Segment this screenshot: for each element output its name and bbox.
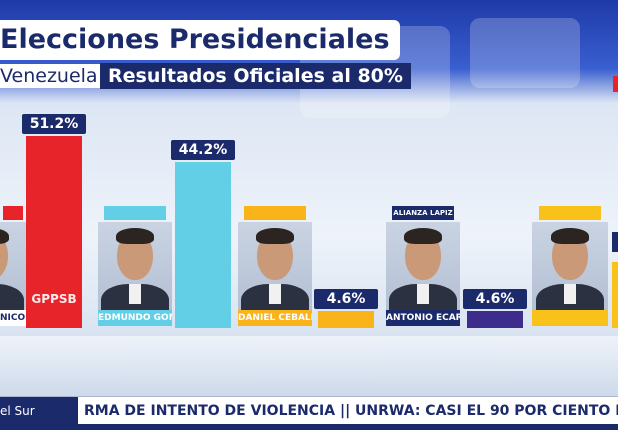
bar: LAPIZ xyxy=(467,296,523,328)
candidate-name xyxy=(532,310,608,326)
data-label: 51.2% xyxy=(22,114,86,135)
background-shape xyxy=(470,18,580,88)
candidate-face xyxy=(0,232,8,280)
party-tag xyxy=(3,206,23,220)
candidate-photo xyxy=(238,222,312,310)
data-label: 44.2% xyxy=(171,140,235,161)
bar xyxy=(175,162,231,328)
party-tag xyxy=(539,206,601,220)
candidate-name: EDMUNDO GONZÁLEZ xyxy=(98,310,172,326)
candidate-hair xyxy=(551,228,589,244)
party-tag xyxy=(244,206,306,220)
candidate-collar xyxy=(564,284,576,304)
candidate-collar xyxy=(269,284,281,304)
ticker-headline: RMA DE INTENTO DE VIOLENCIA || UNRWA: CA… xyxy=(84,403,618,419)
bar: GPPSB xyxy=(26,136,82,328)
candidate-hair xyxy=(0,228,9,244)
edge-pct-strip xyxy=(612,232,618,252)
candidate-name: NICOLÁS MADURO xyxy=(0,310,26,326)
candidate-hair xyxy=(116,228,154,244)
candidate-photo xyxy=(0,222,26,310)
edge-red-strip xyxy=(613,76,618,92)
chart-title: Elecciones Presidenciales xyxy=(0,20,400,60)
party-tag xyxy=(104,206,166,220)
candidate-suit xyxy=(0,284,24,310)
bar xyxy=(318,310,374,328)
candidate-photo xyxy=(532,222,608,310)
ticker-bottom-bar xyxy=(0,424,618,430)
candidate-collar xyxy=(417,284,429,304)
floor-reflection xyxy=(0,336,618,392)
party-tag: ALIANZA LAPIZ xyxy=(392,206,454,220)
country-label: Venezuela xyxy=(0,64,104,88)
candidate-collar xyxy=(129,284,141,304)
bar-party-logo: GPPSB xyxy=(31,291,77,306)
ticker-channel-label: el Sur xyxy=(0,397,78,425)
candidate-name: DANIEL CEBALLOS xyxy=(238,310,312,326)
results-label: Resultados Oficiales al 80% xyxy=(100,63,411,89)
data-label: 4.6% xyxy=(463,288,527,309)
data-label: 4.6% xyxy=(314,288,378,309)
candidate-name: ANTONIO ECARRI xyxy=(386,310,460,326)
news-ticker: el Sur RMA DE INTENTO DE VIOLENCIA || UN… xyxy=(0,396,618,425)
candidate-hair xyxy=(256,228,294,244)
candidate-photo xyxy=(98,222,172,310)
candidate-photo xyxy=(386,222,460,310)
bar xyxy=(612,262,618,328)
candidate-hair xyxy=(404,228,442,244)
